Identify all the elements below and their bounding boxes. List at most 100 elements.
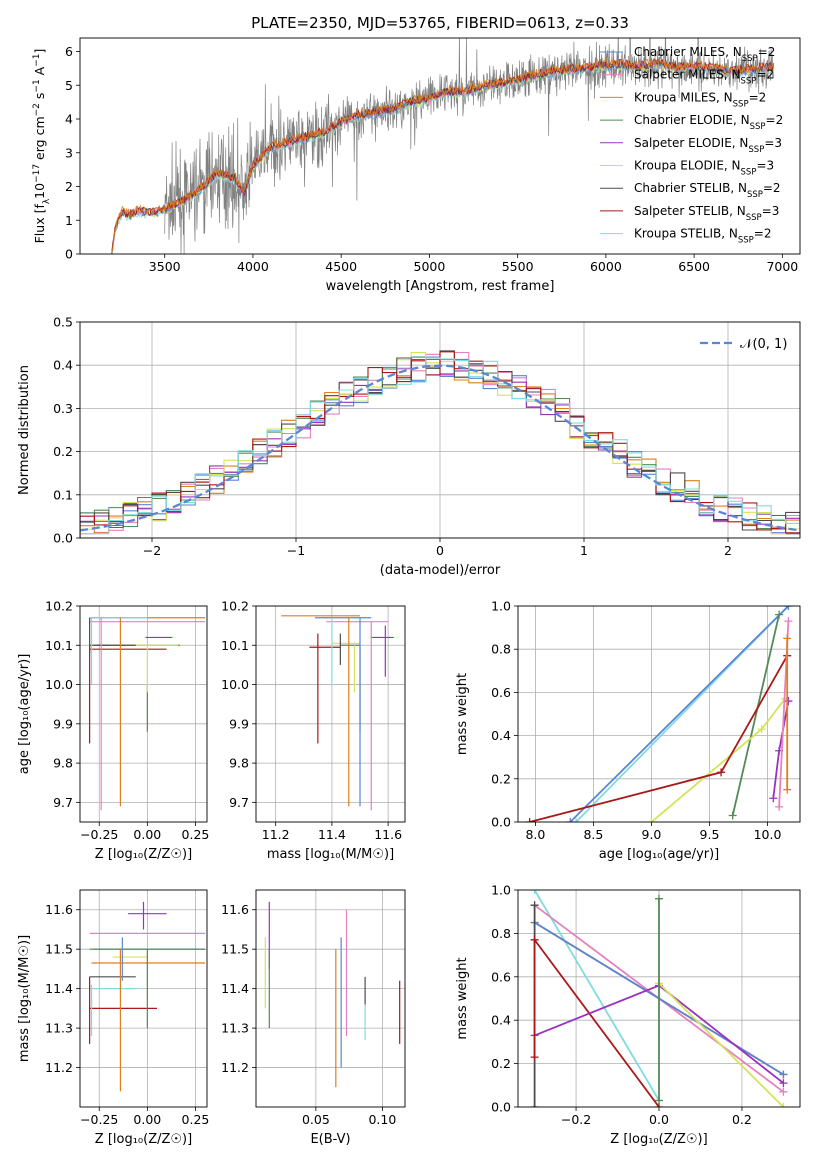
y-tick-label: 1 xyxy=(65,213,73,228)
legend-nssp: =2 xyxy=(766,113,784,127)
point-marker xyxy=(647,818,656,822)
model-line xyxy=(111,58,774,254)
x-tick-label: 11.4 xyxy=(318,827,346,842)
axes-frame xyxy=(79,605,208,823)
y-tick-label: 0.2 xyxy=(491,771,511,786)
point-marker xyxy=(784,697,793,706)
x-tick-label: 5500 xyxy=(502,259,534,274)
y-axis-label-part: −1 xyxy=(32,79,42,92)
x-tick-label: 3500 xyxy=(149,259,181,274)
legend-sub: SSP xyxy=(750,122,766,132)
x-tick-label: 0.25 xyxy=(182,827,210,842)
x-tick-label: 11.2 xyxy=(262,827,290,842)
panel-plot xyxy=(89,617,206,811)
x-tick-label: 0.2 xyxy=(732,1112,752,1127)
x-tick-label: −2 xyxy=(143,543,161,558)
legend-label: Kroupa STELIB, NSSP=2 xyxy=(634,227,772,246)
y-tick-label: 9.9 xyxy=(229,716,249,731)
model-line xyxy=(111,59,774,253)
axes-frame xyxy=(255,605,406,823)
legend-label: 𝒩(0, 1) xyxy=(740,337,787,352)
point-marker xyxy=(655,894,663,903)
y-axis-label: mass weight xyxy=(455,957,470,1039)
y-axis-label-part: λ xyxy=(42,198,52,204)
legend-model: Salpeter ELODIE, N xyxy=(634,136,748,150)
series-line xyxy=(650,698,786,822)
y-tick-label: 10.0 xyxy=(45,677,73,692)
point-marker xyxy=(572,818,581,822)
legend-label: Kroupa MILES, NSSP=2 xyxy=(634,90,766,109)
legend-sub: SSP xyxy=(747,190,763,200)
y-tick-label: 9.8 xyxy=(229,756,249,771)
y-tick-label: 0.8 xyxy=(491,642,511,657)
y-tick-label: 0.4 xyxy=(491,728,511,743)
legend-model: Chabrier STELIB, N xyxy=(634,181,747,195)
histogram-series xyxy=(80,356,800,538)
legend-sub: SSP xyxy=(741,168,757,178)
point-marker xyxy=(779,1079,788,1088)
y-tick-label: 0.8 xyxy=(491,926,511,941)
y-axis-label-part: ] xyxy=(32,49,47,54)
x-axis-label: wavelength [Angstrom, rest frame] xyxy=(326,279,555,294)
y-tick-label: 6 xyxy=(65,44,73,59)
legend-nssp: =2 xyxy=(758,45,776,59)
axes-frame xyxy=(79,321,801,539)
legend-nssp: =3 xyxy=(764,136,782,150)
legend-nssp: =2 xyxy=(763,181,781,195)
point-marker xyxy=(784,617,793,626)
legend-model: Salpeter MILES, N xyxy=(634,68,741,82)
x-tick-label: −0.2 xyxy=(561,1112,591,1127)
x-tick-label: 0.10 xyxy=(368,1112,396,1127)
axes-residuals: −2 −1 0 1 2 0.0 0.1 0.2 0.3 0.4 0.5 xyxy=(53,315,800,558)
y-tick-label: 9.7 xyxy=(229,795,249,810)
point-marker xyxy=(530,935,539,944)
point-marker xyxy=(784,606,793,610)
axes-frame xyxy=(79,889,208,1108)
x-tick-label: 0.05 xyxy=(302,1112,330,1127)
point-marker xyxy=(655,1096,663,1105)
y-tick-label: 4 xyxy=(65,112,73,127)
point-marker xyxy=(530,901,539,910)
x-tick-label: 0.00 xyxy=(133,827,161,842)
legend-sub: SSP xyxy=(748,145,764,155)
spectrum-plot xyxy=(111,38,774,254)
point-marker xyxy=(757,725,766,734)
x-axis-label: Z [log₁₀(Z/Z☉)] xyxy=(95,847,192,862)
y-tick-label: 11.6 xyxy=(221,902,249,917)
x-tick-label: 0.25 xyxy=(182,1112,210,1127)
legend-nssp: =2 xyxy=(756,68,774,82)
y-tick-label: 0.1 xyxy=(53,487,73,502)
axes-frame xyxy=(517,889,801,1108)
y-tick-label: 9.7 xyxy=(53,795,73,810)
legend-nssp: =3 xyxy=(762,204,780,218)
y-tick-label: 1.0 xyxy=(491,883,511,898)
y-tick-label: 10.1 xyxy=(221,638,249,653)
y-tick-label: 9.9 xyxy=(53,716,73,731)
y-tick-label: 11.4 xyxy=(45,981,73,996)
x-tick-label: 0.00 xyxy=(133,1112,161,1127)
point-marker xyxy=(779,1087,788,1096)
x-tick-label: 9.5 xyxy=(700,827,720,842)
legend-label: Salpeter MILES, NSSP=2 xyxy=(634,68,774,87)
y-tick-label: 10.2 xyxy=(221,599,249,614)
x-tick-label: 10.0 xyxy=(754,827,782,842)
legend-nssp: =3 xyxy=(756,159,774,173)
y-axis-label-part: −2 xyxy=(32,103,42,116)
legend-nssp: =2 xyxy=(754,227,772,241)
point-marker xyxy=(728,811,737,820)
y-tick-label: 0.0 xyxy=(53,531,73,546)
y-tick-label: 10.2 xyxy=(45,599,73,614)
y-tick-label: 11.4 xyxy=(221,981,249,996)
x-tick-label: 7000 xyxy=(766,259,798,274)
histogram-series xyxy=(80,351,800,538)
point-marker xyxy=(783,634,792,643)
y-axis-label-part: 10 xyxy=(32,183,47,199)
histogram-plot xyxy=(80,350,800,538)
y-axis-label: mass weight xyxy=(455,673,470,755)
y-axis-label: Flux [fλ10−17 erg cm−2 s−1 A−1] xyxy=(32,49,52,244)
y-tick-label: 11.3 xyxy=(221,1021,249,1036)
y-axis-label-part: s xyxy=(32,93,47,104)
x-tick-label: 1 xyxy=(580,543,588,558)
model-line xyxy=(111,57,774,253)
